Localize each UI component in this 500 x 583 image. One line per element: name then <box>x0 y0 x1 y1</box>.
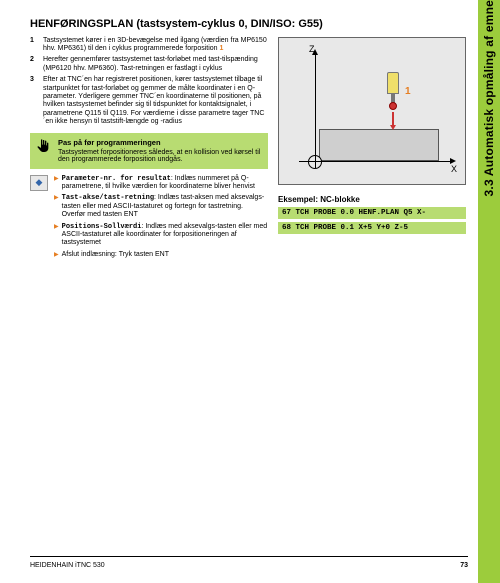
section-title: 3.3 Automatisk opmåling af emne <box>482 0 496 210</box>
origin-marker <box>308 155 322 169</box>
step-number: 2 <box>30 56 38 73</box>
probe-body <box>387 72 399 94</box>
hand-icon <box>34 138 52 163</box>
step-number: 3 <box>30 76 38 126</box>
page-number: 73 <box>460 562 468 569</box>
step-number: 1 <box>30 37 38 54</box>
z-axis-label: Z <box>309 44 315 54</box>
content-area: HENFØRINGSPLAN (tastsystem-cyklus 0, DIN… <box>30 18 468 262</box>
param-item: ▶ Parameter-nr. for resultat: Indlæs num… <box>54 175 268 192</box>
x-axis-label: X <box>451 164 457 174</box>
page-footer: HEIDENHAIN iTNC 530 73 <box>30 562 468 569</box>
z-axis <box>315 54 316 162</box>
step-text: Tastsystemet kører i en 3D-bevægelse med… <box>43 37 268 54</box>
parameter-section: ◆ ▶ Parameter-nr. for resultat: Indlæs n… <box>30 175 268 263</box>
footer-product: HEIDENHAIN iTNC 530 <box>30 562 105 569</box>
nc-block-line: 67 TCH PROBE 0.0 HENF.PLAN Q5 X- <box>278 207 466 219</box>
note-text: Tastsystemet forpositioneres således, at… <box>58 149 262 163</box>
param-item: ▶ Afslut indlæsning: Tryk tasten ENT <box>54 251 268 259</box>
note-body: Pas på før programmeringen Tastsystemet … <box>58 138 262 163</box>
parameter-list: ▶ Parameter-nr. for resultat: Indlæs num… <box>54 175 268 263</box>
bullet-icon: ▶ <box>54 251 59 259</box>
left-column: 1 Tastsystemet kører i en 3D-bevægelse m… <box>30 37 268 262</box>
workpiece <box>319 129 439 161</box>
footer-rule <box>30 556 468 557</box>
param-item: ▶ Positions-Sollværdi: Indlæs med akseva… <box>54 223 268 248</box>
right-column: X Z 1 Eksempel: NC-blokke 67 TCH PROBE 0… <box>278 37 468 262</box>
param-item: ▶ Tast-akse/tast-retning: Indlæs tast-ak… <box>54 194 268 219</box>
page-title: HENFØRINGSPLAN (tastsystem-cyklus 0, DIN… <box>30 18 468 31</box>
example-title: Eksempel: NC-blokke <box>278 195 468 204</box>
nc-block-line: 68 TCH PROBE 0.1 X+5 Y+0 Z-5 <box>278 222 466 234</box>
bullet-icon: ▶ <box>54 194 59 219</box>
probe-direction-arrow <box>392 112 394 126</box>
step-3: 3 Efter at TNC´en har registreret positi… <box>30 76 268 126</box>
warning-note: Pas på før programmeringen Tastsystemet … <box>30 133 268 169</box>
bullet-icon: ▶ <box>54 223 59 248</box>
note-title: Pas på før programmeringen <box>58 138 262 147</box>
section-side-tab: 3.3 Automatisk opmåling af emne <box>478 0 500 583</box>
page: 3.3 Automatisk opmåling af emne HENFØRIN… <box>0 0 500 583</box>
probe-ball <box>389 102 397 110</box>
ref-marker: 1 <box>220 45 224 52</box>
step-2: 2 Herefter gennemfører tastsystemet tast… <box>30 56 268 73</box>
softkey-icon: ◆ <box>30 175 48 191</box>
position-marker-1: 1 <box>405 86 411 97</box>
step-text: Efter at TNC´en har registreret position… <box>43 76 268 126</box>
two-column-layout: 1 Tastsystemet kører i en 3D-bevægelse m… <box>30 37 468 262</box>
bullet-icon: ▶ <box>54 175 59 192</box>
step-1: 1 Tastsystemet kører i en 3D-bevægelse m… <box>30 37 268 54</box>
probe-diagram: X Z 1 <box>278 37 466 185</box>
step-text: Herefter gennemfører tastsystemet tast-f… <box>43 56 268 73</box>
